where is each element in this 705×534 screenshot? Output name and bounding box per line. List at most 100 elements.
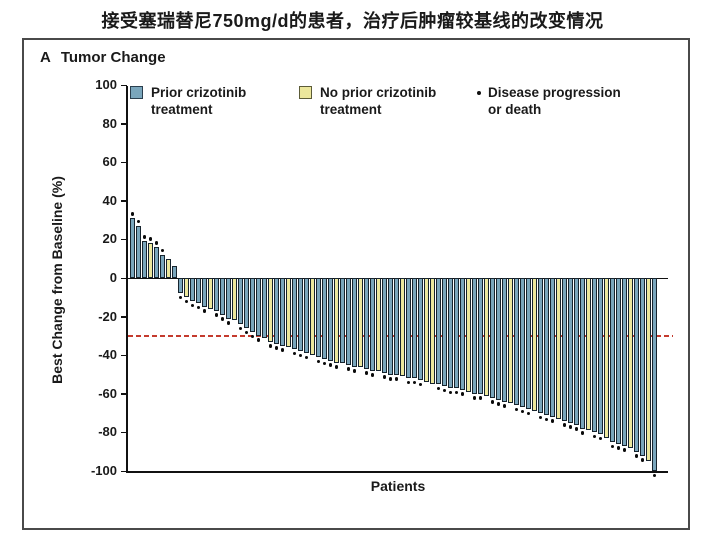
patient-bar xyxy=(364,278,369,369)
progression-dot-icon xyxy=(592,434,597,439)
patient-bar xyxy=(436,278,441,385)
y-tick-mark xyxy=(121,316,127,318)
patient-bar xyxy=(424,278,429,383)
progression-dot-icon xyxy=(226,321,231,325)
progression-dot-icon xyxy=(220,317,225,321)
patient-bar xyxy=(250,278,255,333)
progression-dot-icon xyxy=(406,380,411,385)
y-tick-mark xyxy=(121,431,127,434)
progression-dot-icon xyxy=(490,400,495,404)
patient-bar xyxy=(520,278,525,408)
progression-dot-icon xyxy=(436,386,441,391)
patient-bar xyxy=(370,278,375,371)
y-tick-mark xyxy=(121,84,127,86)
progression-dot-icon xyxy=(460,392,465,396)
y-tick-label: 100 xyxy=(95,77,117,92)
progression-dot-icon xyxy=(382,375,387,379)
progression-dot-icon xyxy=(148,237,153,241)
prior-crizotinib-swatch-icon xyxy=(130,86,143,99)
patient-bar xyxy=(316,278,321,358)
patient-bar xyxy=(244,278,249,329)
patient-bar xyxy=(490,278,495,398)
patient-bar xyxy=(232,278,237,321)
progression-dot-icon xyxy=(412,380,417,385)
y-tick-label: 40 xyxy=(102,192,117,208)
patient-bar xyxy=(532,278,537,412)
patient-bar xyxy=(142,241,147,278)
y-tick-label: 60 xyxy=(102,154,117,170)
y-tick-label: 80 xyxy=(102,115,117,131)
progression-dot-icon xyxy=(394,377,399,381)
patient-bar xyxy=(514,278,519,406)
panel-header: A Tumor Change xyxy=(40,49,166,66)
y-tick-label: -40 xyxy=(98,347,117,363)
patient-bar xyxy=(358,278,363,367)
progression-dot-icon xyxy=(154,241,159,245)
patient-bar xyxy=(304,278,309,354)
patient-bar xyxy=(412,278,417,379)
progression-dot-icon xyxy=(256,338,261,342)
legend-label: Disease progression or death xyxy=(488,85,621,117)
y-axis-title: Best Change from Baseline (%) xyxy=(49,176,65,384)
patient-bar xyxy=(640,278,645,456)
progression-dot-icon xyxy=(214,313,219,317)
progression-dot-icon xyxy=(477,91,481,95)
patient-bar xyxy=(448,278,453,388)
y-axis-line xyxy=(126,86,128,473)
progression-dot-icon xyxy=(616,446,621,450)
progression-dot-icon xyxy=(454,390,459,394)
y-tick-label: -60 xyxy=(98,385,117,401)
patient-bar xyxy=(652,278,657,471)
progression-dot-icon xyxy=(292,351,297,356)
patient-bar xyxy=(322,278,327,360)
patient-bar xyxy=(478,278,483,394)
patient-bar xyxy=(592,278,597,433)
progression-dot-icon xyxy=(250,334,255,339)
figure-title: 接受塞瑞替尼750mg/d的患者，治疗后肿瘤较基线的改变情况 xyxy=(101,11,604,31)
patient-bar xyxy=(382,278,387,373)
progression-dot-icon xyxy=(544,417,549,422)
patient-bar xyxy=(130,218,135,278)
progression-dot-icon xyxy=(622,448,627,452)
patient-bar xyxy=(376,278,381,371)
panel-title: Tumor Change xyxy=(60,49,166,66)
patient-bar xyxy=(418,278,423,381)
progression-dot-icon xyxy=(346,367,351,371)
patient-bar xyxy=(430,278,435,385)
patient-bar xyxy=(328,278,333,361)
progression-dot-icon xyxy=(472,396,477,400)
progression-dot-icon xyxy=(184,299,189,304)
legend-item-no-prior-crizotinib: No prior crizotinib treatment xyxy=(299,85,475,119)
patient-bar xyxy=(280,278,285,346)
progression-dot-icon xyxy=(634,454,639,458)
patient-bar xyxy=(202,278,207,307)
patient-bar xyxy=(352,278,357,367)
progression-dot-icon xyxy=(244,330,249,335)
y-tick-label: -20 xyxy=(98,308,117,324)
progression-dot-icon xyxy=(334,365,339,369)
patient-bar xyxy=(526,278,531,410)
patient-bar xyxy=(184,278,189,298)
progression-dot-icon xyxy=(316,359,321,364)
y-tick-mark xyxy=(121,393,127,395)
patient-bar xyxy=(148,243,153,278)
progression-dot-icon xyxy=(352,369,357,373)
patient-bar xyxy=(214,278,219,311)
patient-bar xyxy=(586,278,591,431)
x-axis-title: Patients xyxy=(370,478,426,494)
progression-dot-icon xyxy=(598,436,603,441)
progression-dot-icon xyxy=(202,309,207,313)
progression-dot-icon xyxy=(568,425,573,429)
patient-bar xyxy=(298,278,303,352)
patient-bar xyxy=(646,278,651,462)
progression-dot-icon xyxy=(322,361,327,366)
progression-dot-icon xyxy=(178,295,183,300)
patient-bar xyxy=(310,278,315,356)
patient-bar xyxy=(178,278,183,294)
progression-dot-icon xyxy=(580,431,585,435)
patient-bar xyxy=(334,278,339,363)
y-tick-label: 20 xyxy=(102,231,117,247)
patient-bar xyxy=(610,278,615,443)
progression-dot-icon xyxy=(640,458,645,462)
patient-bar xyxy=(550,278,555,417)
